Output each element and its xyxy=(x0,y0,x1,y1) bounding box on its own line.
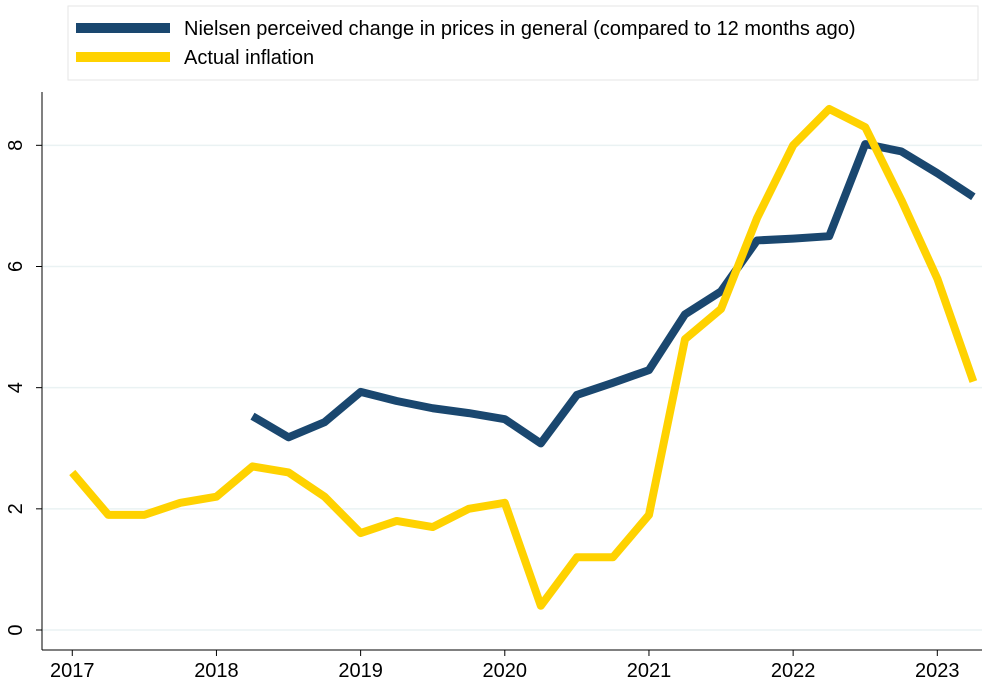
x-tick-label: 2023 xyxy=(915,660,960,682)
legend-label: Actual inflation xyxy=(184,47,314,69)
y-tick-label: 8 xyxy=(5,140,27,151)
legend-box xyxy=(67,5,979,81)
legend-label: Nielsen perceived change in prices in ge… xyxy=(184,18,856,40)
series-line xyxy=(69,104,978,610)
x-tick-label: 2018 xyxy=(194,660,239,682)
series-line xyxy=(250,140,976,448)
y-tick-label: 6 xyxy=(5,261,27,272)
x-tick-label: 2021 xyxy=(627,660,672,682)
x-tick-label: 2020 xyxy=(483,660,528,682)
y-tick-label: 2 xyxy=(5,503,27,514)
y-tick-label: 0 xyxy=(5,624,27,635)
x-tick-label: 2022 xyxy=(771,660,816,682)
y-tick-label: 4 xyxy=(5,382,27,393)
x-tick-label: 2017 xyxy=(50,660,95,682)
x-tick-label: 2019 xyxy=(338,660,383,682)
